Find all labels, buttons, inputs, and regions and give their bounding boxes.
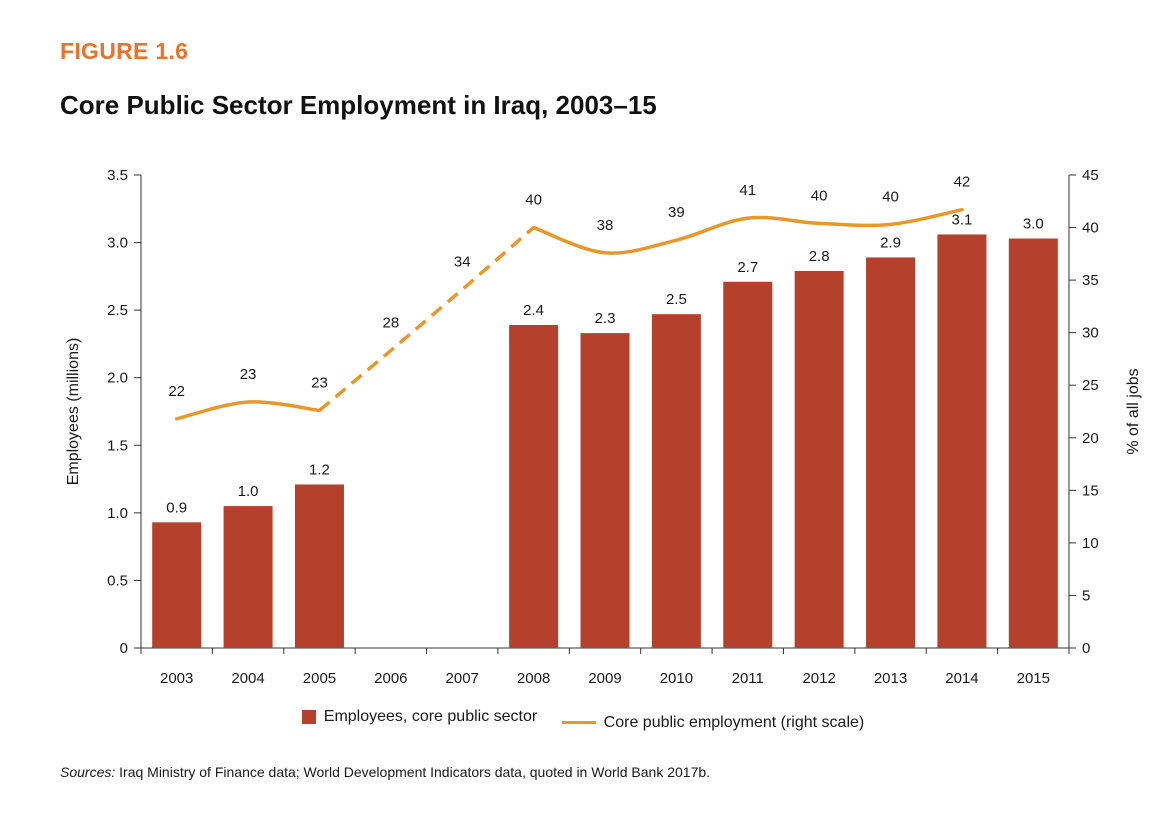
legend-item-bars: Employees, core public sector	[301, 708, 538, 726]
line-value-label: 28	[383, 315, 400, 332]
x-tick-label: 2005	[303, 670, 336, 687]
y-tick-label-right: 10	[1082, 535, 1099, 552]
source-text: Iraq Ministry of Finance data; World Dev…	[119, 764, 711, 780]
y-tick-label-right: 20	[1082, 430, 1099, 447]
bar-value-label: 0.9	[166, 499, 187, 516]
y-tick-label-left: 3.0	[107, 235, 128, 252]
bar-value-label: 1.0	[238, 483, 259, 500]
line-value-label: 40	[882, 188, 899, 205]
x-tick-label: 2015	[1017, 670, 1050, 687]
bar-value-label: 2.8	[809, 248, 830, 265]
bar	[1008, 238, 1058, 648]
x-tick-label: 2012	[802, 670, 835, 687]
y-tick-label-right: 30	[1082, 325, 1099, 342]
y-tick-label-left: 2.0	[107, 370, 128, 387]
figure-title: Core Public Sector Employment in Iraq, 2…	[60, 90, 657, 120]
figure-label: FIGURE 1.6	[60, 38, 189, 64]
y-axis-title-right: % of all jobs	[1125, 368, 1142, 454]
y-tick-label-left: 1.0	[107, 505, 128, 522]
line-value-label: 38	[597, 217, 614, 234]
y-tick-label-left: 2.5	[107, 302, 128, 319]
source-note: Sources: Iraq Ministry of Finance data; …	[60, 764, 710, 780]
x-tick-label: 2004	[231, 670, 264, 687]
legend-bar-swatch	[301, 710, 316, 724]
bar	[223, 506, 273, 648]
bar	[152, 522, 202, 648]
line-value-label: 41	[739, 182, 756, 199]
y-tick-label-right: 35	[1082, 272, 1099, 289]
bar-value-label: 2.7	[737, 259, 758, 276]
line-value-label: 40	[811, 187, 828, 204]
legend-item-line: Core public employment (right scale)	[561, 713, 865, 732]
x-tick-label: 2009	[588, 670, 621, 687]
line-value-label: 40	[525, 192, 542, 209]
bar-value-label: 3.1	[951, 211, 972, 228]
y-tick-label-right: 40	[1082, 220, 1099, 237]
bar	[580, 333, 630, 648]
bar	[294, 484, 344, 648]
y-tick-label-left: 1.5	[107, 437, 128, 454]
x-tick-label: 2013	[874, 670, 907, 687]
y-tick-label-right: 45	[1082, 167, 1099, 184]
y-axis-title-left: Employees (millions)	[65, 338, 82, 486]
bar	[651, 314, 701, 648]
bar	[794, 270, 844, 648]
line-value-label: 39	[668, 204, 685, 221]
y-tick-label-right: 5	[1082, 587, 1090, 604]
x-tick-label: 2007	[446, 670, 479, 687]
line-value-label: 34	[454, 254, 471, 271]
x-tick-label: 2006	[374, 670, 407, 687]
x-tick-label: 2014	[945, 670, 978, 687]
bar-value-label: 2.5	[666, 291, 687, 308]
chart-legend: Employees, core public sector Core publi…	[0, 708, 1166, 732]
bar-value-label: 2.4	[523, 302, 544, 319]
x-tick-label: 2003	[160, 670, 193, 687]
y-tick-label-left: 0	[120, 640, 128, 657]
line-value-label: 22	[168, 383, 185, 400]
line-value-label: 42	[954, 174, 971, 191]
legend-line-swatch	[561, 721, 596, 724]
bar-value-label: 3.0	[1023, 216, 1044, 233]
bar	[866, 257, 916, 648]
combo-chart: 0 0.5 1.0 1.5 2.0 2.5 3.0 3.5 0 5 10 15 20 25 30 35 40 45…	[65, 167, 1142, 687]
x-tick-label: 2008	[517, 670, 550, 687]
y-tick-label-right: 25	[1082, 377, 1099, 394]
line-value-label: 23	[311, 374, 328, 391]
bar	[509, 325, 559, 648]
bar-value-label: 2.3	[595, 310, 616, 327]
x-tick-label: 2010	[660, 670, 693, 687]
legend-line-label: Core public employment (right scale)	[603, 713, 865, 731]
x-tick-label: 2011	[732, 670, 764, 687]
y-tick-label-right: 15	[1082, 482, 1099, 499]
line-series-solid-early	[174, 400, 322, 421]
y-tick-label-left: 3.5	[107, 167, 128, 184]
line-series-solid-late	[531, 207, 964, 255]
y-tick-label-right: 0	[1082, 640, 1090, 657]
bar	[937, 234, 987, 648]
source-prefix: Sources:	[60, 764, 116, 780]
bar	[723, 281, 773, 648]
line-series-dashed	[318, 226, 535, 412]
bar-value-label: 2.9	[880, 234, 901, 251]
legend-bar-label: Employees, core public sector	[323, 708, 538, 725]
y-tick-label-left: 0.5	[107, 572, 128, 589]
bar-value-label: 1.2	[309, 461, 330, 478]
line-value-label: 23	[240, 366, 257, 383]
